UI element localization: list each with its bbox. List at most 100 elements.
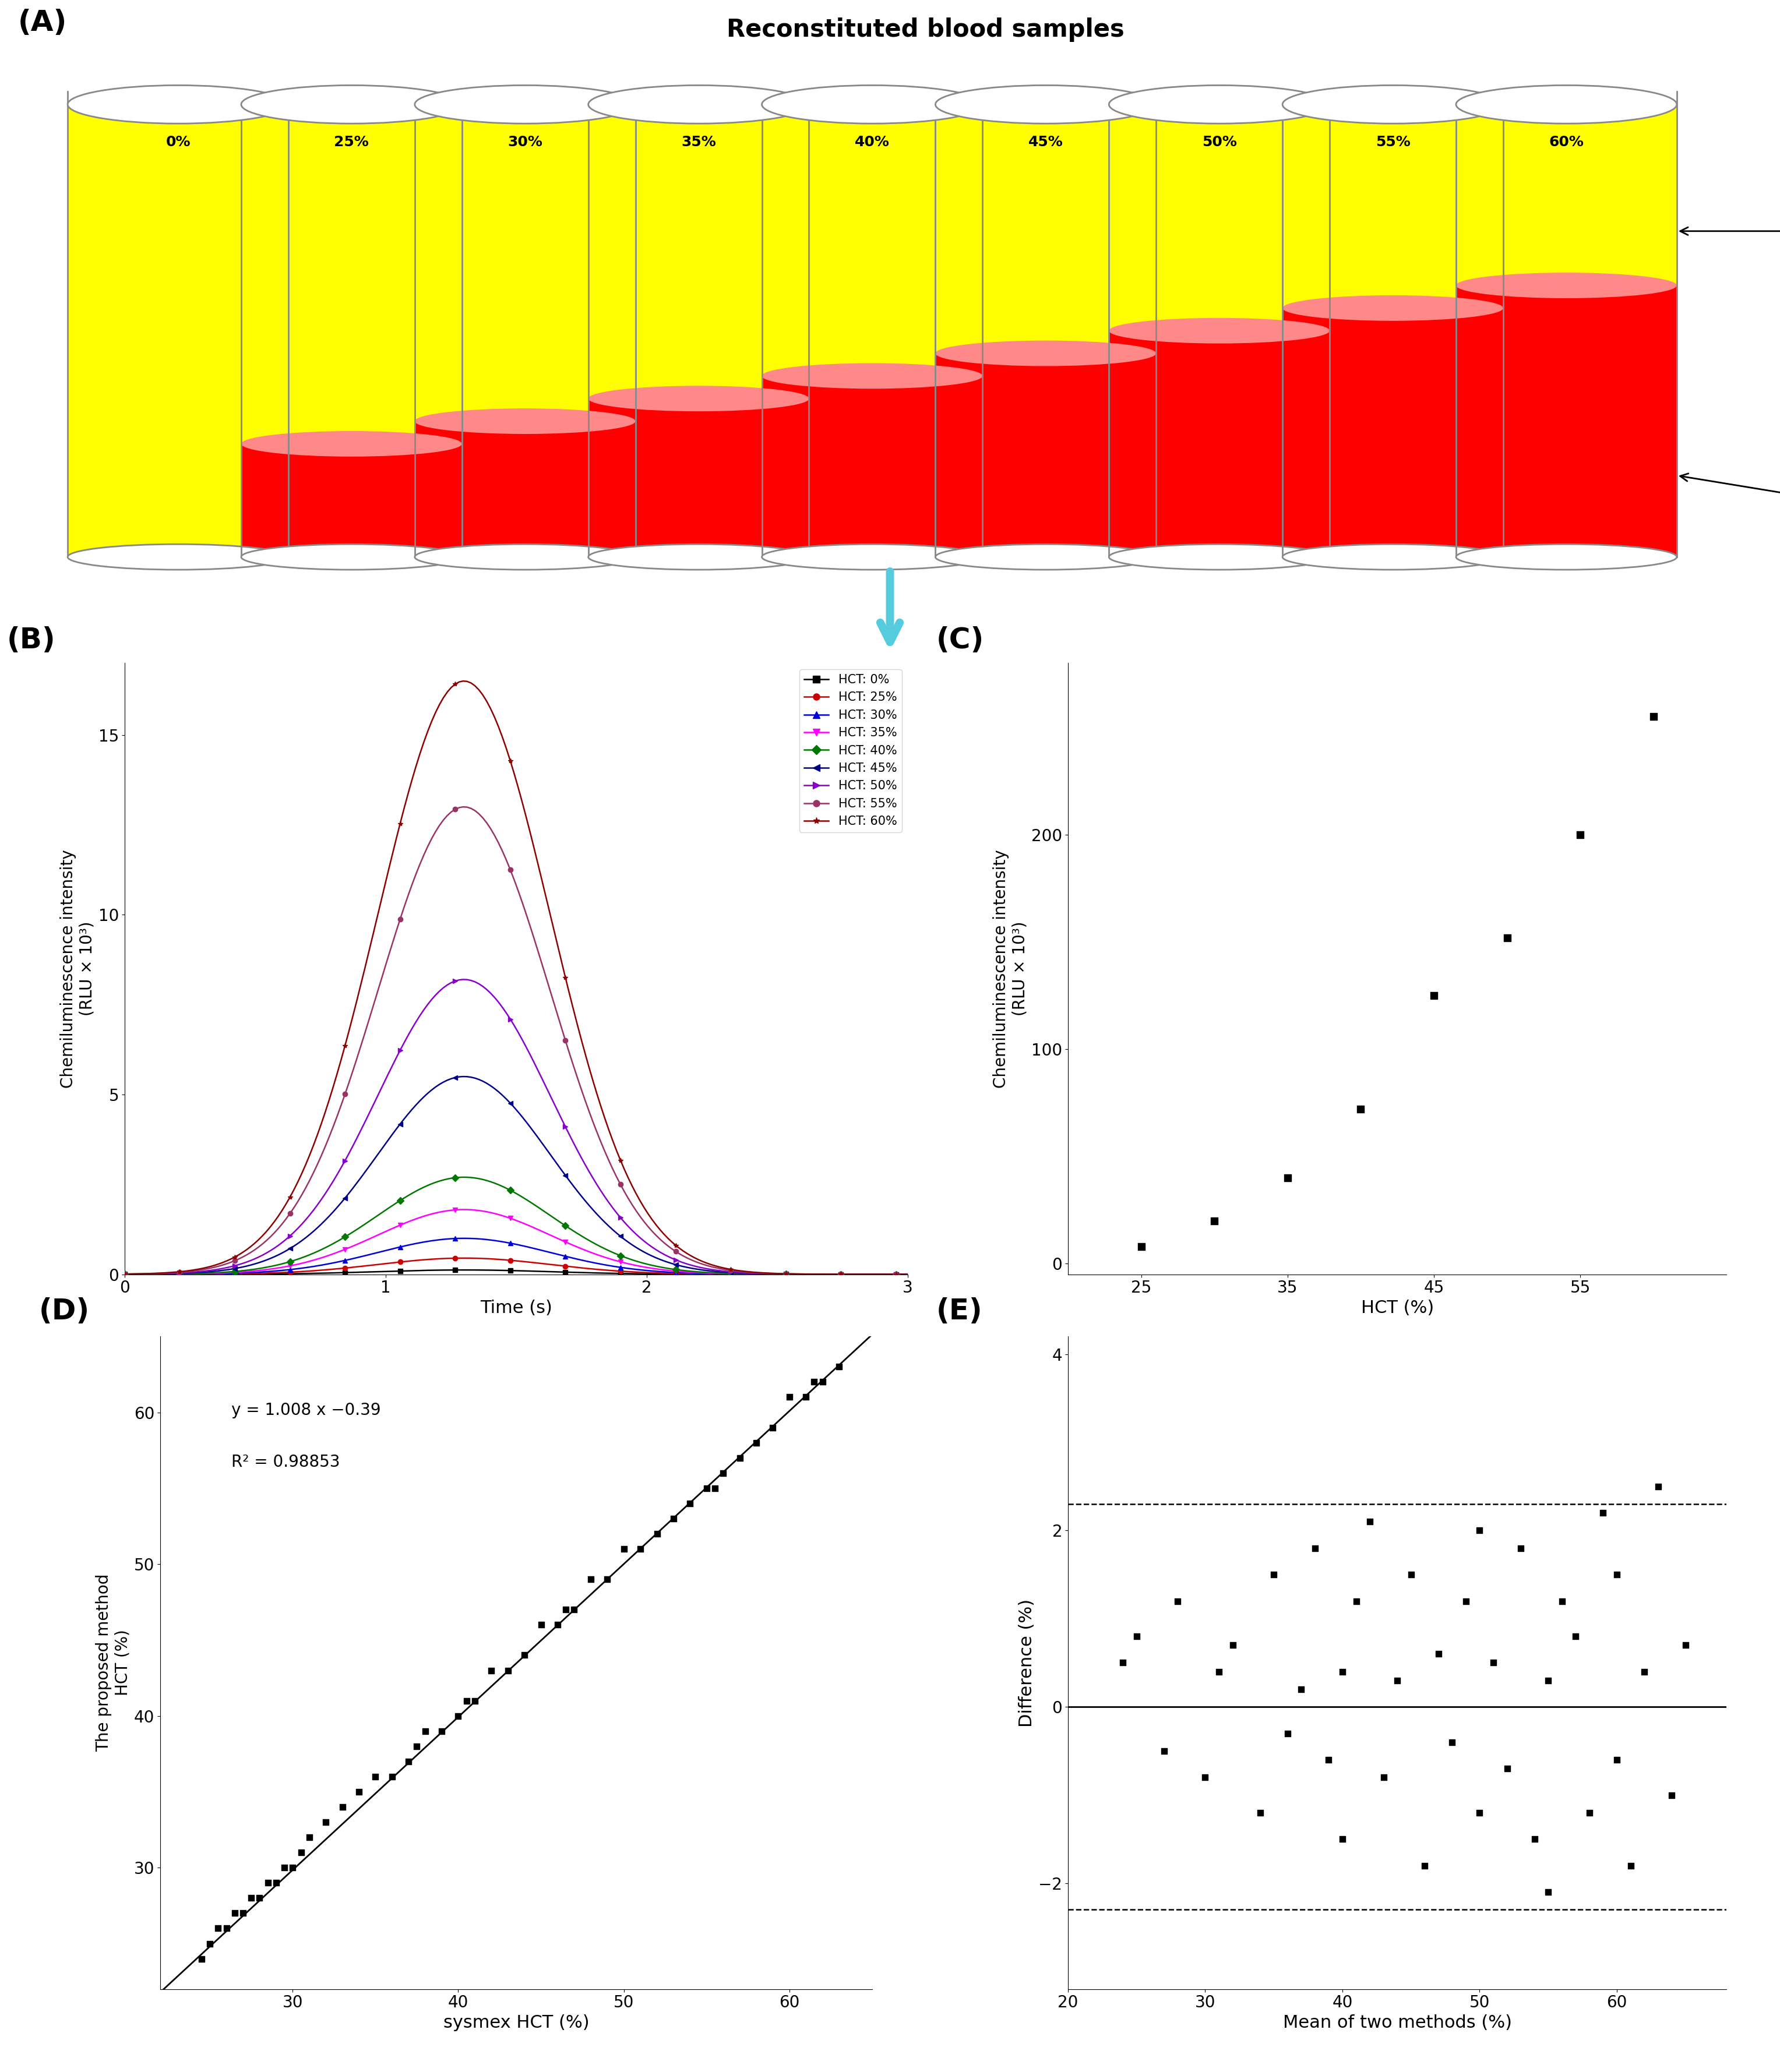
Bar — [1456, 286, 1677, 557]
Point — [477, 1653, 506, 1687]
Bar — [415, 104, 635, 421]
Point — [1465, 1796, 1493, 1830]
Bar — [1283, 309, 1504, 557]
Point — [1420, 978, 1449, 1011]
X-axis label: HCT (%): HCT (%) — [1362, 1299, 1433, 1316]
Point — [345, 1776, 374, 1809]
Point — [708, 1457, 737, 1490]
Point — [1260, 1558, 1289, 1591]
Point — [1342, 1585, 1371, 1618]
Text: Plasma: Plasma — [1680, 222, 1780, 240]
Point — [1657, 1778, 1686, 1811]
Point — [1164, 1585, 1193, 1618]
Point — [196, 1927, 224, 1960]
Bar — [1283, 104, 1504, 309]
Bar — [1456, 104, 1677, 286]
Point — [1465, 1515, 1493, 1548]
Bar — [1109, 104, 1330, 332]
Point — [1287, 1672, 1315, 1705]
Point — [1301, 1531, 1330, 1564]
Point — [552, 1593, 580, 1627]
Point — [287, 1836, 315, 1869]
Point — [824, 1351, 853, 1384]
Ellipse shape — [415, 85, 635, 124]
Point — [377, 1759, 406, 1792]
Point — [1273, 1718, 1301, 1751]
Point — [295, 1821, 324, 1854]
Point — [187, 1941, 215, 1975]
Point — [808, 1365, 837, 1399]
Ellipse shape — [1456, 545, 1677, 570]
Point — [461, 1685, 490, 1718]
Point — [577, 1562, 605, 1595]
X-axis label: Time (s): Time (s) — [481, 1299, 552, 1316]
Point — [758, 1411, 787, 1444]
Point — [493, 1653, 522, 1687]
Point — [1566, 818, 1595, 852]
Point — [271, 1850, 299, 1883]
Point — [205, 1912, 233, 1946]
Point — [1561, 1620, 1590, 1653]
Bar — [587, 398, 808, 557]
Text: 0%: 0% — [166, 135, 190, 149]
Point — [246, 1881, 274, 1915]
Point — [1479, 1645, 1508, 1678]
Ellipse shape — [1456, 85, 1677, 124]
Ellipse shape — [68, 91, 288, 118]
Ellipse shape — [762, 85, 983, 124]
Ellipse shape — [415, 408, 635, 433]
Point — [561, 1593, 589, 1627]
Text: 35%: 35% — [682, 135, 716, 149]
Point — [402, 1730, 431, 1763]
Point — [799, 1365, 828, 1399]
Bar — [587, 104, 808, 398]
Point — [1549, 1585, 1577, 1618]
Point — [1191, 1761, 1219, 1794]
Point — [593, 1562, 621, 1595]
Point — [212, 1912, 240, 1946]
Point — [742, 1426, 771, 1459]
Point — [1369, 1761, 1397, 1794]
Ellipse shape — [762, 363, 983, 390]
Text: 40%: 40% — [854, 135, 890, 149]
Text: 45%: 45% — [1029, 135, 1063, 149]
Point — [1127, 1231, 1155, 1264]
Point — [1506, 1531, 1534, 1564]
Point — [627, 1533, 655, 1566]
Ellipse shape — [936, 545, 1157, 570]
Ellipse shape — [936, 91, 1157, 118]
Ellipse shape — [1109, 85, 1330, 124]
Ellipse shape — [936, 340, 1157, 367]
Point — [692, 1471, 721, 1504]
Point — [1639, 700, 1668, 733]
Point — [701, 1471, 730, 1504]
Point — [1246, 1796, 1274, 1830]
Point — [1452, 1585, 1481, 1618]
Text: y = 1.008 x −0.39: y = 1.008 x −0.39 — [231, 1403, 381, 1417]
Bar — [415, 421, 635, 557]
Point — [1123, 1620, 1152, 1653]
Point — [1328, 1823, 1356, 1857]
Ellipse shape — [242, 85, 463, 124]
Point — [1630, 1656, 1659, 1689]
Text: 50%: 50% — [1202, 135, 1237, 149]
Ellipse shape — [242, 91, 463, 118]
Point — [1356, 1504, 1385, 1537]
Text: 30%: 30% — [507, 135, 543, 149]
Point — [511, 1639, 539, 1672]
Point — [328, 1790, 356, 1823]
Point — [262, 1867, 290, 1900]
Point — [1534, 1664, 1563, 1697]
Point — [237, 1881, 265, 1915]
Text: (D): (D) — [39, 1297, 91, 1326]
Text: Reconstituted blood samples: Reconstituted blood samples — [726, 17, 1125, 41]
Point — [1410, 1848, 1438, 1881]
Point — [726, 1442, 755, 1475]
Point — [1534, 1875, 1563, 1908]
Point — [411, 1714, 440, 1747]
Point — [312, 1805, 340, 1838]
Point — [1200, 1204, 1228, 1237]
X-axis label: Mean of two methods (%): Mean of two methods (%) — [1283, 2014, 1511, 2031]
Point — [221, 1896, 249, 1929]
Ellipse shape — [242, 545, 463, 570]
